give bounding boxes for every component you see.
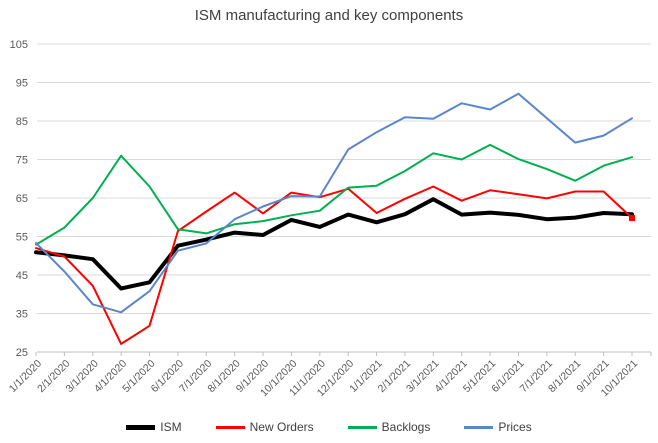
series-line-new-orders [35,185,633,345]
backlogs-line-swatch [347,425,377,429]
legend-label-new-orders: New Orders [249,420,314,434]
y-axis-tick-label: 35 [16,309,28,321]
chart-title: ISM manufacturing and key components [194,7,464,24]
y-axis-tick-label: 25 [16,347,28,359]
prices-line-swatch [464,425,494,429]
y-axis-tick-label: 65 [16,193,28,205]
legend-item-backlogs: Backlogs [347,420,431,434]
y-axis-tick-label: 75 [16,155,28,167]
y-axis-tick-label: 95 [16,78,28,90]
y-axis-tick-label: 85 [16,116,28,128]
legend-item-new-orders: New Orders [215,420,314,434]
new-orders-line-swatch [215,425,245,429]
legend-item-ism: ISM [126,420,182,434]
series-line-ism [34,197,634,291]
chart-legend: ISM New Orders Backlogs Prices [0,420,658,434]
series-line-backlogs [35,143,633,246]
series-line-prices [35,92,633,314]
y-axis-tick-label: 45 [16,270,28,282]
series-end-marker-new-orders [629,215,635,222]
legend-label-ism: ISM [160,420,182,434]
ism-line-swatch [126,424,156,430]
y-axis-tick-label: 55 [16,232,28,244]
legend-item-prices: Prices [464,420,532,434]
legend-label-backlogs: Backlogs [381,420,431,434]
legend-label-prices: Prices [498,420,532,434]
y-axis-tick-label: 105 [10,39,28,51]
